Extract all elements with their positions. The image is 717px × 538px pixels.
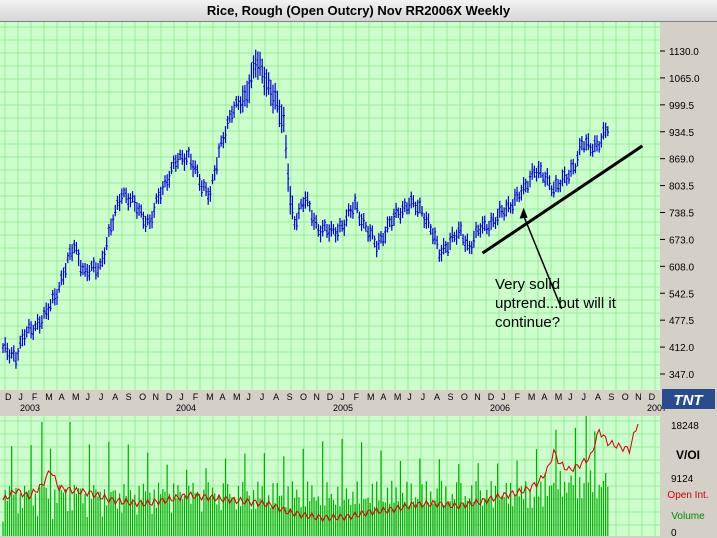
- month-label: D: [488, 392, 495, 402]
- month-label: J: [340, 392, 345, 402]
- annotation-text: Very solid uptrend...but will it continue?: [495, 276, 617, 331]
- month-label: S: [447, 392, 453, 402]
- month-label: N: [635, 392, 642, 402]
- month-label: J: [582, 392, 587, 402]
- volume-label: Volume: [671, 511, 705, 522]
- annotation-line: uptrend...but will it: [495, 295, 617, 312]
- chart-title: Rice, Rough (Open Outcry) Nov RR2006X We…: [206, 3, 511, 18]
- month-label: D: [649, 392, 656, 402]
- tnt-logo: TNT: [662, 389, 715, 409]
- price-tick-label: 738.5: [669, 209, 694, 220]
- month-label: O: [622, 392, 629, 402]
- month-label: N: [474, 392, 481, 402]
- month-label: S: [608, 392, 614, 402]
- month-label: A: [112, 392, 118, 402]
- year-label: 2007: [647, 403, 667, 413]
- month-label: N: [152, 392, 159, 402]
- month-label: N: [313, 392, 320, 402]
- month-label: A: [541, 392, 547, 402]
- month-label: A: [273, 392, 279, 402]
- month-label: A: [220, 392, 226, 402]
- month-label: J: [421, 392, 426, 402]
- price-tick-label: 542.5: [669, 289, 694, 300]
- month-label: F: [354, 392, 360, 402]
- month-label: S: [287, 392, 293, 402]
- month-label: J: [246, 392, 251, 402]
- price-bars: [1, 49, 609, 369]
- open-interest-label: Open Int.: [667, 490, 708, 501]
- time-axis-area: [0, 390, 660, 416]
- year-labels: 2003 2004 2005 2006 2007: [20, 403, 667, 413]
- annotation-arrow: [522, 215, 563, 310]
- trendline: [481, 144, 644, 255]
- price-tick-label: 934.5: [669, 128, 694, 139]
- annotation-line: Very solid: [495, 276, 560, 293]
- price-tick-label: 999.5: [669, 101, 694, 112]
- year-label: 2003: [20, 403, 40, 413]
- month-label: M: [206, 392, 214, 402]
- open-interest-line: [2, 423, 639, 523]
- price-tick-label: 1065.0: [669, 74, 700, 85]
- month-label: J: [85, 392, 90, 402]
- month-label: D: [166, 392, 173, 402]
- vol-oi-label: V/OI: [676, 448, 700, 462]
- month-label: M: [394, 392, 402, 402]
- month-label: O: [300, 392, 307, 402]
- month-label: A: [380, 392, 386, 402]
- price-grid: [0, 22, 660, 390]
- price-tick-label: 477.5: [669, 316, 694, 327]
- month-label: M: [555, 392, 563, 402]
- month-label: A: [595, 392, 601, 402]
- year-label: 2005: [333, 403, 353, 413]
- month-label: M: [233, 392, 241, 402]
- volume-axis-ticks: 18248 9124 0: [671, 421, 699, 538]
- volume-tick-label: 0: [671, 528, 677, 538]
- year-label: 2004: [176, 403, 196, 413]
- month-label: M: [367, 392, 375, 402]
- month-label: D: [5, 392, 12, 402]
- price-tick-label: 347.0: [669, 370, 694, 381]
- month-label: J: [18, 392, 23, 402]
- logo-text: TNT: [673, 392, 704, 409]
- chart-title-bar: Rice, Rough (Open Outcry) Nov RR2006X We…: [0, 0, 717, 22]
- value-axis-area: [660, 22, 717, 538]
- month-label: A: [59, 392, 65, 402]
- price-tick-label: 803.5: [669, 182, 694, 193]
- month-label: J: [260, 392, 265, 402]
- month-label: S: [126, 392, 132, 402]
- volume-bars: [2, 416, 609, 536]
- month-label: A: [434, 392, 440, 402]
- month-label: F: [193, 392, 199, 402]
- month-label: O: [461, 392, 468, 402]
- month-label: J: [179, 392, 184, 402]
- annotation-line: continue?: [495, 314, 560, 331]
- month-label: J: [568, 392, 573, 402]
- month-label: F: [32, 392, 38, 402]
- month-label: M: [45, 392, 53, 402]
- month-label: J: [407, 392, 412, 402]
- price-tick-label: 412.0: [669, 343, 694, 354]
- month-label: D: [327, 392, 334, 402]
- month-label: F: [515, 392, 521, 402]
- month-label: O: [139, 392, 146, 402]
- month-label: J: [99, 392, 104, 402]
- month-label: M: [528, 392, 536, 402]
- logo-background: [662, 389, 715, 409]
- month-label: M: [72, 392, 80, 402]
- volume-tick-label: 18248: [671, 421, 699, 432]
- price-tick-label: 608.0: [669, 262, 694, 273]
- year-label: 2006: [490, 403, 510, 413]
- price-tick-label: 1130.0: [669, 47, 699, 58]
- annotation-arrowhead: [519, 207, 528, 219]
- volume-tick-label: 9124: [671, 474, 694, 485]
- price-axis-ticks: 1130.0 1065.0 999.5 934.5 869.0 803.5 738.5 673…: [660, 47, 700, 381]
- price-tick-label: 869.0: [669, 155, 694, 166]
- price-tick-label: 673.0: [669, 235, 694, 246]
- month-label: J: [501, 392, 506, 402]
